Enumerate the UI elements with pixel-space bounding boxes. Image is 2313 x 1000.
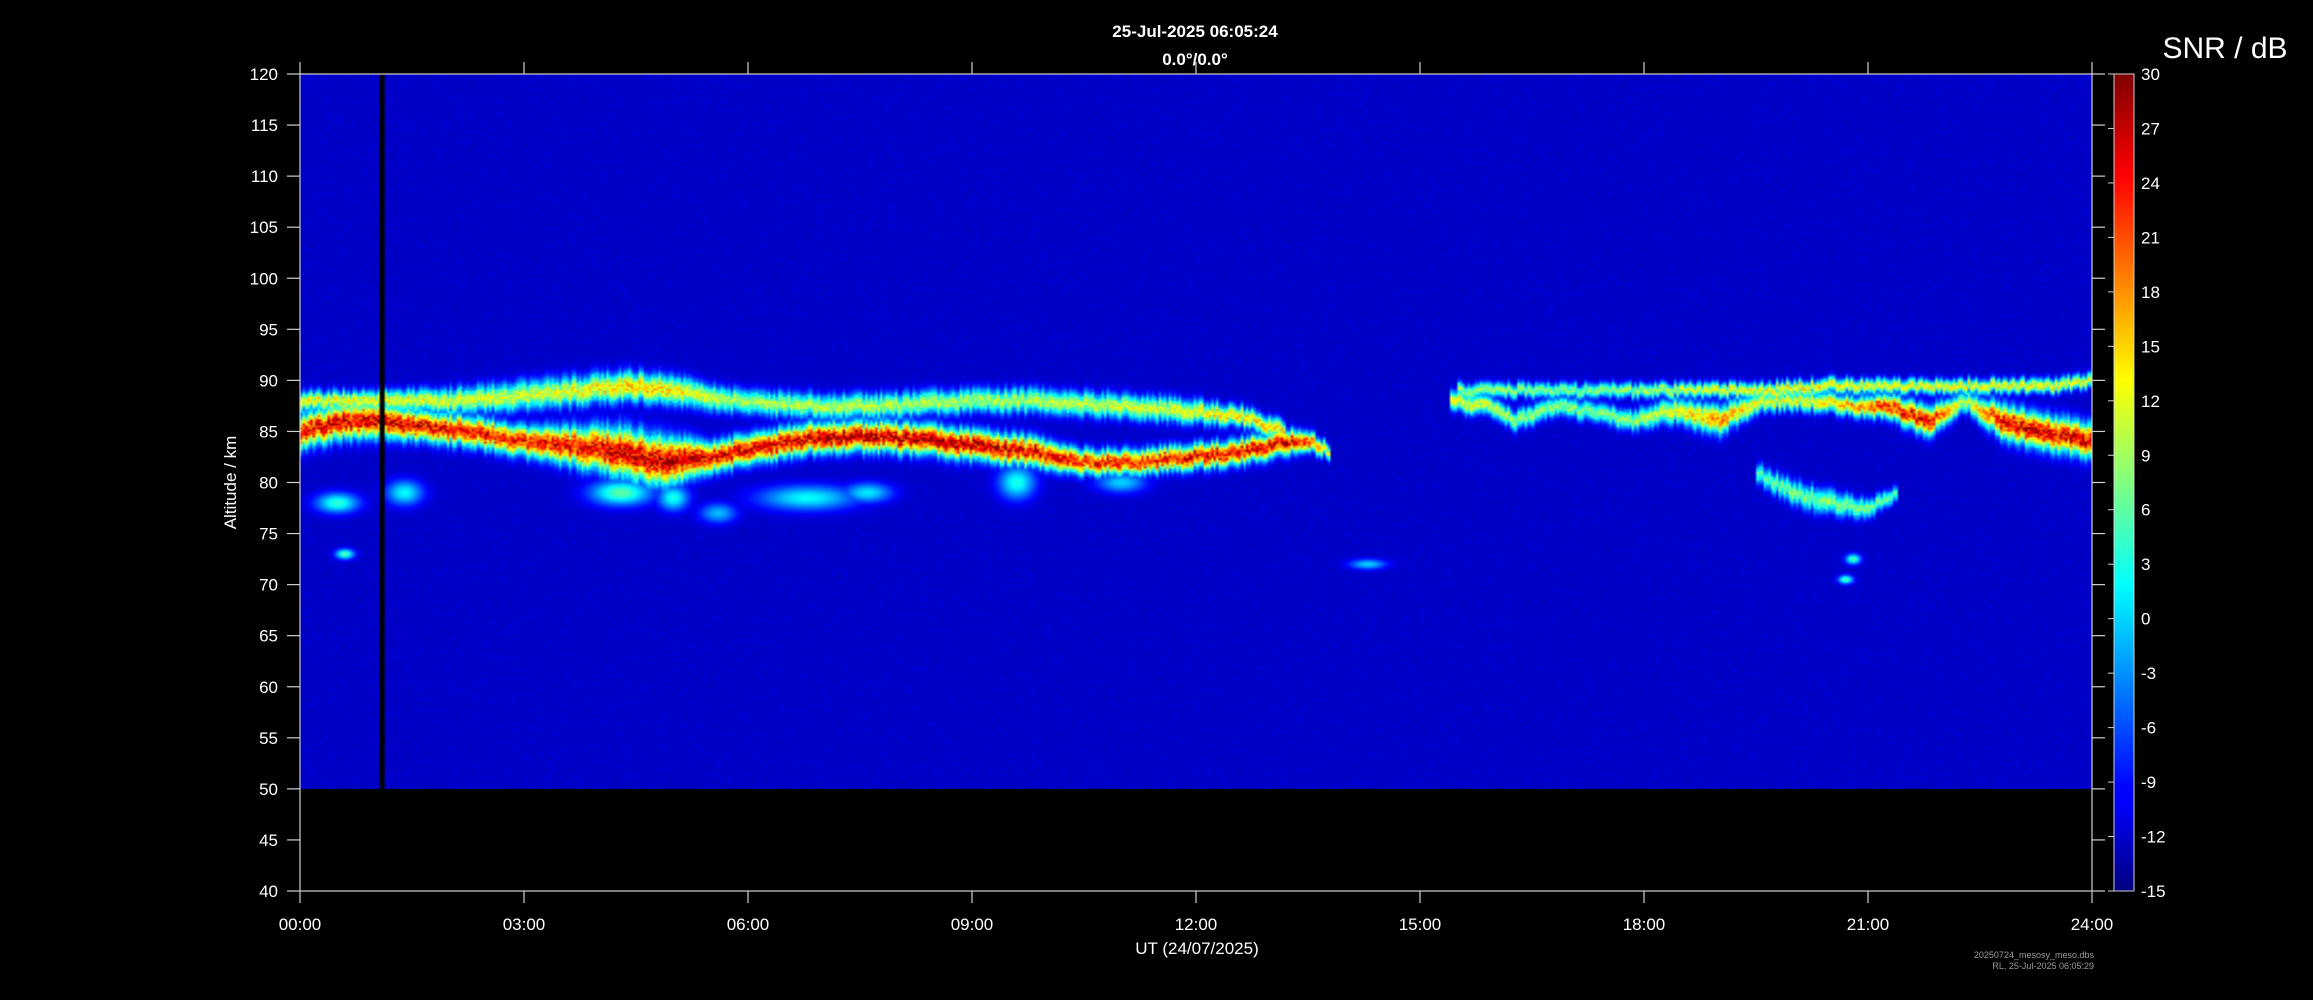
x-tick-label: 15:00 bbox=[1399, 915, 1442, 934]
x-tick-label: 00:00 bbox=[279, 915, 322, 934]
colorbar-tick-label: 30 bbox=[2141, 65, 2160, 84]
y-tick-label: 120 bbox=[250, 65, 278, 84]
colorbar-tick-label: 0 bbox=[2141, 610, 2150, 629]
y-tick-label: 100 bbox=[250, 269, 278, 288]
x-tick-label: 09:00 bbox=[951, 915, 994, 934]
colorbar-tick-label: 9 bbox=[2141, 446, 2150, 465]
colorbar-title: SNR / dB bbox=[2162, 32, 2287, 65]
y-tick-label: 115 bbox=[251, 116, 278, 135]
colorbar-tick-label: -12 bbox=[2141, 828, 2166, 847]
y-tick-label: 110 bbox=[251, 167, 278, 186]
y-tick-label: 80 bbox=[259, 474, 278, 493]
snr-heatmap-image bbox=[300, 74, 2092, 789]
colorbar-tick-label: 27 bbox=[2141, 119, 2160, 138]
y-axis: 40 45 50 55 60 65 70 75 80 85 90 95 100 105 110 115 120 bbox=[250, 65, 2105, 901]
colorbar-tick-label: -3 bbox=[2141, 664, 2156, 683]
y-tick-label: 45 bbox=[259, 831, 278, 850]
y-tick-label: 105 bbox=[250, 218, 278, 237]
y-tick-label: 65 bbox=[259, 627, 278, 646]
colorbar-tick-label: 12 bbox=[2141, 392, 2160, 411]
y-tick-label: 75 bbox=[259, 525, 278, 544]
y-tick-label: 85 bbox=[259, 422, 278, 441]
footer-filename: 20250724_mesosy_meso.dbs bbox=[1974, 950, 2095, 960]
x-tick-label: 06:00 bbox=[727, 915, 770, 934]
colorbar-tick-label: -15 bbox=[2141, 882, 2166, 901]
colorbar-tick-label: 3 bbox=[2141, 555, 2150, 574]
x-tick-label: 12:00 bbox=[1175, 915, 1218, 934]
chart-subtitle: 0.0°/0.0° bbox=[1162, 50, 1228, 69]
y-tick-label: 95 bbox=[259, 320, 278, 339]
snr-heatmap bbox=[300, 74, 2092, 789]
x-tick-label: 21:00 bbox=[1847, 915, 1890, 934]
y-tick-label: 55 bbox=[259, 729, 278, 748]
y-tick-label: 90 bbox=[259, 371, 278, 390]
colorbar-scale bbox=[2113, 73, 2135, 892]
x-tick-label: 18:00 bbox=[1623, 915, 1666, 934]
footer-timestamp: RL, 25-Jul-2025 06:05:29 bbox=[1992, 961, 2094, 971]
colorbar-tick-label: -6 bbox=[2141, 719, 2156, 738]
x-tick-label: 03:00 bbox=[503, 915, 546, 934]
colorbar-tick-label: 24 bbox=[2141, 174, 2160, 193]
colorbar-tick-label: 15 bbox=[2141, 337, 2160, 356]
colorbar-tick-label: 21 bbox=[2141, 228, 2160, 247]
chart-title: 25-Jul-2025 06:05:24 bbox=[1112, 22, 1278, 41]
x-tick-label: 24:00 bbox=[2071, 915, 2114, 934]
y-tick-label: 70 bbox=[259, 576, 278, 595]
y-tick-label: 40 bbox=[259, 882, 278, 901]
x-axis: 00:00 03:00 06:00 09:00 12:00 15:00 18:00 21:00… bbox=[279, 62, 2114, 934]
colorbar-tick-label: 18 bbox=[2141, 283, 2160, 302]
plot-area bbox=[299, 73, 2093, 892]
x-axis-label: UT (24/07/2025) bbox=[1135, 939, 1258, 958]
colorbar-tick-label: 6 bbox=[2141, 501, 2150, 520]
y-axis-label: Altitude / km bbox=[221, 436, 240, 530]
colorbar-tick-label: -9 bbox=[2141, 773, 2156, 792]
y-tick-label: 60 bbox=[259, 678, 278, 697]
y-tick-label: 50 bbox=[259, 780, 278, 799]
